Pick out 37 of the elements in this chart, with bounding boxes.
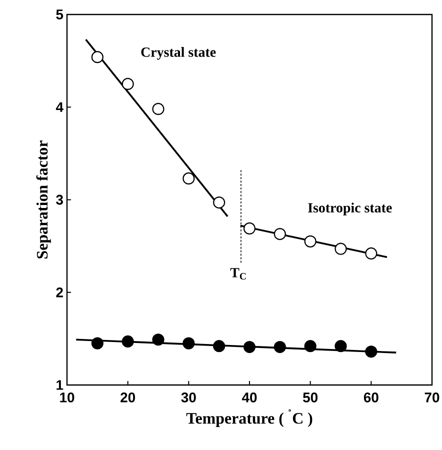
y-tick-label: 1 [56,380,64,390]
point [213,196,226,209]
point [213,340,226,352]
annotation: Crystal state [141,47,216,60]
point [274,340,286,354]
y-tick-label: 4 [56,102,64,112]
point [152,334,164,346]
point [91,337,104,350]
point [243,222,256,235]
y-axis-title: Separation factor [36,140,51,258]
point [304,340,316,352]
point [122,335,134,348]
x-tick-label: 50 [303,392,318,402]
x-tick-label: 70 [424,392,440,402]
point [365,247,378,260]
point [152,102,164,116]
y-tick-label: 2 [56,287,63,298]
annotation: T$_{C}$ [230,268,246,280]
x-tick-label: 60 [364,392,378,402]
x-tick-label: 30 [181,392,196,402]
point [334,242,347,255]
annotation: Isotropic state [308,202,392,216]
y-tick-label: 3 [56,194,63,205]
point [182,337,195,350]
x-tick-label: 40 [242,392,257,402]
point [365,346,378,358]
x-tick-label: 10 [60,392,74,402]
point [334,340,347,352]
point [243,340,256,354]
point [182,172,195,184]
point [304,235,316,248]
x-axis-title: Temperature ( $^{˚}$C ) [186,409,312,427]
point [274,228,286,240]
point [122,78,134,90]
y-tick-label: 5 [56,10,64,20]
x-tick-label: 20 [120,392,136,402]
point [91,51,104,64]
